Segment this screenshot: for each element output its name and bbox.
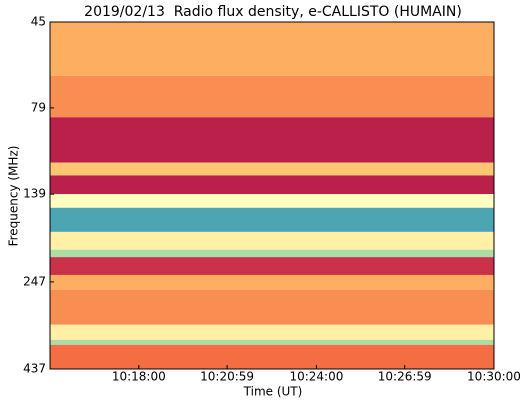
x-tick-label: 10:18:00	[112, 370, 166, 384]
spectrum-band	[50, 249, 494, 258]
spectrum-band	[50, 231, 494, 250]
x-tick-label: 10:26:59	[378, 370, 432, 384]
spectrum-band	[50, 194, 494, 208]
spectrum-band	[50, 289, 494, 325]
spectrum-band	[50, 75, 494, 118]
y-tick-label: 247	[23, 274, 46, 288]
y-tick-label: 45	[31, 15, 46, 29]
x-axis-label: Time (UT)	[243, 385, 303, 399]
chart-title: 2019/02/13 Radio flux density, e-CALLIST…	[84, 4, 462, 20]
x-tick-label: 10:24:00	[289, 370, 343, 384]
spectrum-band	[50, 117, 494, 163]
spectrum-band	[50, 257, 494, 275]
spectrum-band	[50, 175, 494, 195]
x-tick-label: 10:30:00	[467, 370, 521, 384]
spectrum-band	[50, 162, 494, 176]
spectrum-band	[50, 324, 494, 340]
x-tick-label: 10:20:59	[200, 370, 254, 384]
spectrum-band	[50, 344, 494, 369]
spectrum-band	[50, 207, 494, 232]
spectrum-band	[50, 274, 494, 290]
spectrum-band	[50, 22, 494, 76]
spectrum-band	[50, 339, 494, 345]
y-tick-label: 79	[31, 100, 46, 114]
y-axis-label: Frequency (MHz)	[7, 146, 21, 247]
y-tick-label: 139	[23, 187, 46, 201]
plot-frame	[49, 21, 495, 370]
y-tick-label: 437	[23, 362, 46, 376]
